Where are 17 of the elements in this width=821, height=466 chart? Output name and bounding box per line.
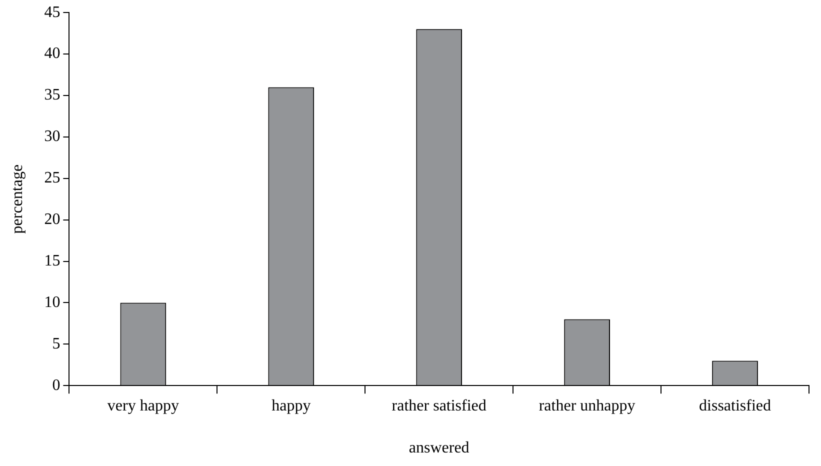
y-tick-label: 45 <box>44 4 60 21</box>
x-tick-label: very happy <box>107 397 179 414</box>
y-tick-label: 15 <box>44 252 60 270</box>
y-tick-label: 0 <box>52 376 60 394</box>
y-tick-label: 5 <box>52 335 60 352</box>
y-axis-title: percentage <box>8 164 26 234</box>
x-tick-label: rather satisfied <box>392 397 486 414</box>
x-axis-title: answered <box>408 440 470 457</box>
y-tick-label: 20 <box>44 211 60 228</box>
y-tick-label: 40 <box>44 45 60 62</box>
y-tick-label: 30 <box>44 128 60 146</box>
y-tick-label: 10 <box>44 294 60 311</box>
x-tick-label: happy <box>272 397 311 414</box>
y-tick-label: 25 <box>44 170 60 187</box>
x-tick-label: dissatisfied <box>699 397 772 414</box>
x-tick-label: rather unhappy <box>538 397 636 414</box>
y-tick-label: 35 <box>44 86 60 104</box>
